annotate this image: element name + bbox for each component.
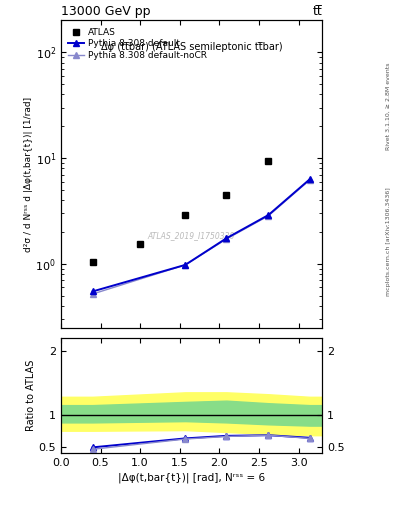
ATLAS <box>90 259 95 265</box>
Pythia 8.308 default <box>224 235 229 241</box>
ATLAS <box>266 157 271 163</box>
Y-axis label: d²σ / d Nʳˢˢ d |Δφ(t,bar{t})| [1/rad]: d²σ / d Nʳˢˢ d |Δφ(t,bar{t})| [1/rad] <box>24 97 33 251</box>
Pythia 8.308 default-noCR <box>266 213 271 219</box>
ATLAS <box>224 192 229 198</box>
ATLAS <box>183 212 187 218</box>
Text: tt̅: tt̅ <box>312 5 322 18</box>
Line: ATLAS: ATLAS <box>89 157 272 265</box>
Text: Rivet 3.1.10, ≥ 2.8M events: Rivet 3.1.10, ≥ 2.8M events <box>386 63 391 150</box>
Pythia 8.308 default-noCR <box>90 291 95 297</box>
Pythia 8.308 default <box>307 176 312 182</box>
Text: Δφ (tt̅bar) (ATLAS semileptonic tt̅bar): Δφ (tt̅bar) (ATLAS semileptonic tt̅bar) <box>101 42 283 52</box>
Text: ATLAS_2019_I1750330: ATLAS_2019_I1750330 <box>148 231 235 240</box>
Pythia 8.308 default <box>266 212 271 218</box>
Pythia 8.308 default-noCR <box>183 262 187 268</box>
Pythia 8.308 default-noCR <box>307 177 312 183</box>
Line: Pythia 8.308 default: Pythia 8.308 default <box>90 176 313 294</box>
Text: mcplots.cern.ch [arXiv:1306.3436]: mcplots.cern.ch [arXiv:1306.3436] <box>386 187 391 296</box>
Y-axis label: Ratio to ATLAS: Ratio to ATLAS <box>26 360 36 431</box>
Text: 13000 GeV pp: 13000 GeV pp <box>61 5 151 18</box>
Line: Pythia 8.308 default-noCR: Pythia 8.308 default-noCR <box>90 177 313 297</box>
Pythia 8.308 default <box>183 262 187 268</box>
Pythia 8.308 default-noCR <box>224 236 229 242</box>
Legend: ATLAS, Pythia 8.308 default, Pythia 8.308 default-noCR: ATLAS, Pythia 8.308 default, Pythia 8.30… <box>65 25 210 63</box>
ATLAS <box>138 241 143 247</box>
Pythia 8.308 default <box>90 288 95 294</box>
X-axis label: |Δφ(t,bar{t})| [rad], Nʳˢˢ = 6: |Δφ(t,bar{t})| [rad], Nʳˢˢ = 6 <box>118 472 265 483</box>
